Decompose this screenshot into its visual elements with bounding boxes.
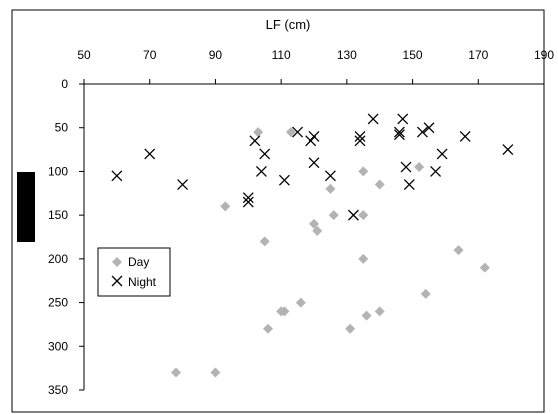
day-point (358, 253, 369, 264)
night-point (242, 192, 254, 204)
day-point (171, 367, 181, 378)
y-tick-label: 300 (48, 339, 68, 353)
night-point (403, 179, 415, 191)
night-point (144, 148, 156, 160)
night-point (292, 126, 304, 138)
night-point (177, 179, 189, 191)
x-tick-label: 150 (403, 48, 423, 62)
day-point (312, 225, 323, 236)
day-point (374, 179, 385, 190)
day-point (295, 297, 306, 308)
day-point (420, 288, 431, 299)
day-point (358, 210, 369, 221)
legend-box (97, 247, 171, 297)
day-point (479, 262, 490, 273)
night-point (242, 196, 254, 208)
legend-night-marker (111, 275, 123, 287)
night-point (347, 209, 359, 221)
day-point (374, 306, 385, 317)
night-point (423, 122, 435, 134)
day-point (279, 306, 290, 317)
y-tick-label: 250 (48, 296, 68, 310)
chart-title: LF (cm) (266, 17, 311, 32)
night-point (393, 129, 405, 141)
y-tick-label: 100 (48, 164, 68, 178)
legend-day-label: Day (128, 255, 149, 269)
day-point (220, 201, 231, 212)
night-point (502, 144, 514, 156)
x-tick-label: 110 (272, 48, 291, 62)
night-point (324, 170, 336, 182)
night-point (354, 135, 366, 147)
chart-border (11, 9, 545, 413)
x-tick-label: 90 (209, 48, 223, 62)
legend-day-marker (112, 257, 122, 267)
day-point (309, 218, 319, 229)
legend-night-label: Night (128, 275, 157, 289)
night-point (308, 157, 320, 169)
left-edge-marker (17, 172, 35, 242)
day-point (345, 323, 356, 334)
night-point (430, 165, 442, 177)
night-point (397, 113, 409, 125)
legend: Day Night (97, 247, 171, 297)
day-point (361, 310, 372, 321)
x-tick-label: 190 (534, 48, 554, 62)
day-point (453, 245, 464, 256)
data-marks (111, 113, 514, 378)
night-point (278, 174, 290, 186)
day-point (414, 162, 425, 173)
x-tick-label: 170 (468, 48, 488, 62)
night-point (308, 130, 320, 142)
night-point (249, 135, 261, 147)
night-point (400, 161, 412, 173)
day-point (328, 210, 339, 221)
night-point (111, 170, 123, 182)
day-point (259, 236, 270, 247)
night-point (436, 148, 448, 160)
y-tick-label: 150 (48, 208, 68, 222)
day-point (286, 127, 296, 138)
night-point (367, 113, 379, 125)
night-point (305, 135, 317, 147)
night-point (259, 148, 271, 160)
x-tick-label: 70 (143, 48, 157, 62)
day-point (210, 367, 221, 378)
x-tick-label: 130 (337, 48, 357, 62)
day-point (325, 183, 336, 194)
y-tick-label: 50 (55, 121, 69, 135)
day-point (263, 323, 273, 334)
night-point (354, 130, 366, 142)
y-tick-label: 200 (48, 252, 68, 266)
night-point (255, 165, 267, 177)
y-tick-label: 0 (61, 77, 68, 91)
axes: 50 70 90 110 130 150 170 190 0 50 100 150 200 250 300 3… (48, 48, 554, 397)
night-point (459, 130, 471, 142)
x-tick-label: 50 (77, 48, 91, 62)
night-point (393, 126, 405, 138)
night-point (416, 126, 428, 138)
day-point (253, 127, 264, 138)
day-point (358, 166, 369, 177)
y-tick-label: 350 (48, 383, 68, 397)
